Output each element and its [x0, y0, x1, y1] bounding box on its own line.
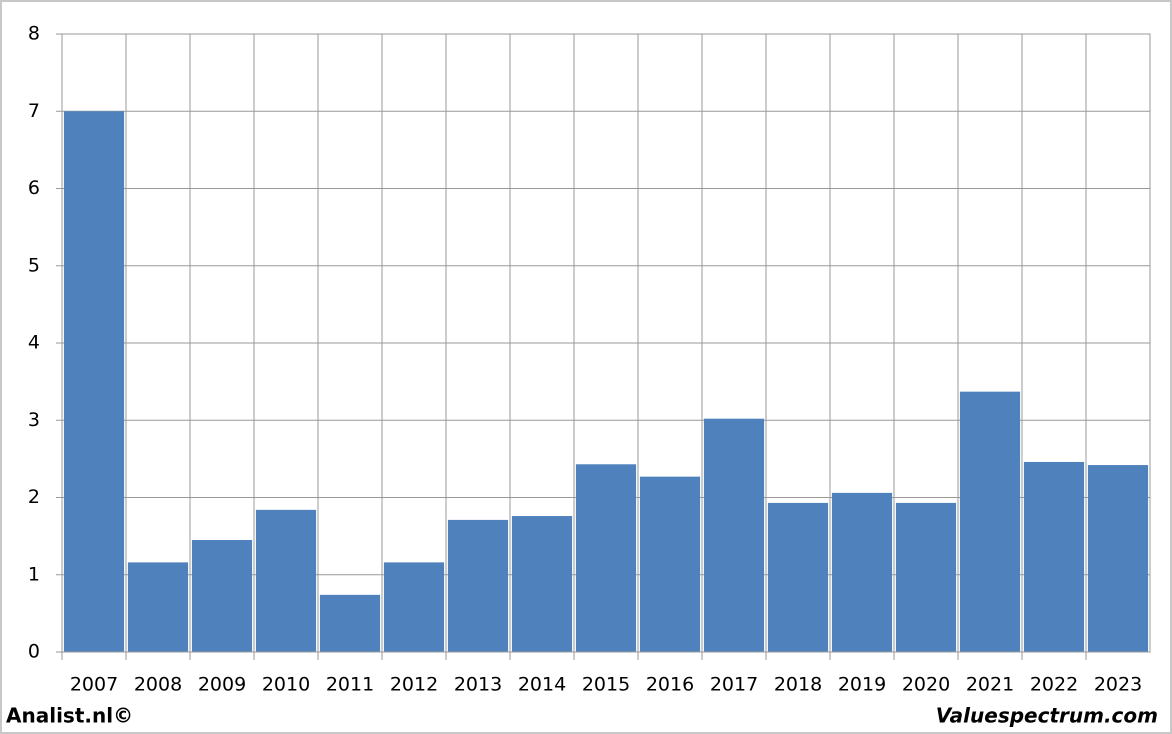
y-tick-label: 8 — [28, 23, 40, 45]
y-tick-label: 7 — [28, 100, 40, 122]
bar — [127, 562, 189, 652]
x-tick-label: 2013 — [454, 674, 502, 696]
x-tick-label: 2019 — [838, 674, 886, 696]
x-tick-label: 2009 — [198, 674, 246, 696]
y-tick-label: 2 — [28, 486, 40, 508]
bar — [511, 516, 573, 652]
x-tick-label: 2023 — [1094, 674, 1142, 696]
x-tick-label: 2017 — [710, 674, 758, 696]
x-tick-label: 2016 — [646, 674, 694, 696]
bar — [1087, 465, 1149, 652]
bar — [959, 391, 1021, 652]
x-tick-label: 2020 — [902, 674, 950, 696]
x-tick-label: 2015 — [582, 674, 630, 696]
bar — [255, 509, 317, 652]
bar — [63, 111, 125, 652]
x-tick-label: 2007 — [70, 674, 118, 696]
bar — [639, 476, 701, 652]
y-tick-label: 6 — [28, 177, 40, 199]
y-tick-label: 3 — [28, 409, 40, 431]
x-tick-label: 2018 — [774, 674, 822, 696]
bar — [831, 492, 893, 652]
bar — [767, 502, 829, 652]
x-tick-label: 2012 — [390, 674, 438, 696]
bar — [703, 418, 765, 652]
bar — [319, 594, 381, 652]
x-tick-label: 2021 — [966, 674, 1014, 696]
bar — [1023, 461, 1085, 652]
x-tick-label: 2010 — [262, 674, 310, 696]
y-tick-label: 1 — [28, 563, 40, 585]
footer-left: Analist.nl© — [6, 704, 133, 728]
x-tick-label: 2011 — [326, 674, 374, 696]
bar — [191, 539, 253, 652]
y-tick-label: 0 — [28, 641, 40, 663]
x-tick-label: 2022 — [1030, 674, 1078, 696]
bar — [383, 562, 445, 652]
bar — [895, 502, 957, 652]
y-tick-label: 5 — [28, 254, 40, 276]
x-tick-label: 2008 — [134, 674, 182, 696]
bar — [575, 464, 637, 652]
footer-right: Valuespectrum.com — [936, 704, 1158, 728]
y-tick-label: 4 — [28, 332, 40, 354]
x-tick-label: 2014 — [518, 674, 566, 696]
bar — [447, 519, 509, 652]
